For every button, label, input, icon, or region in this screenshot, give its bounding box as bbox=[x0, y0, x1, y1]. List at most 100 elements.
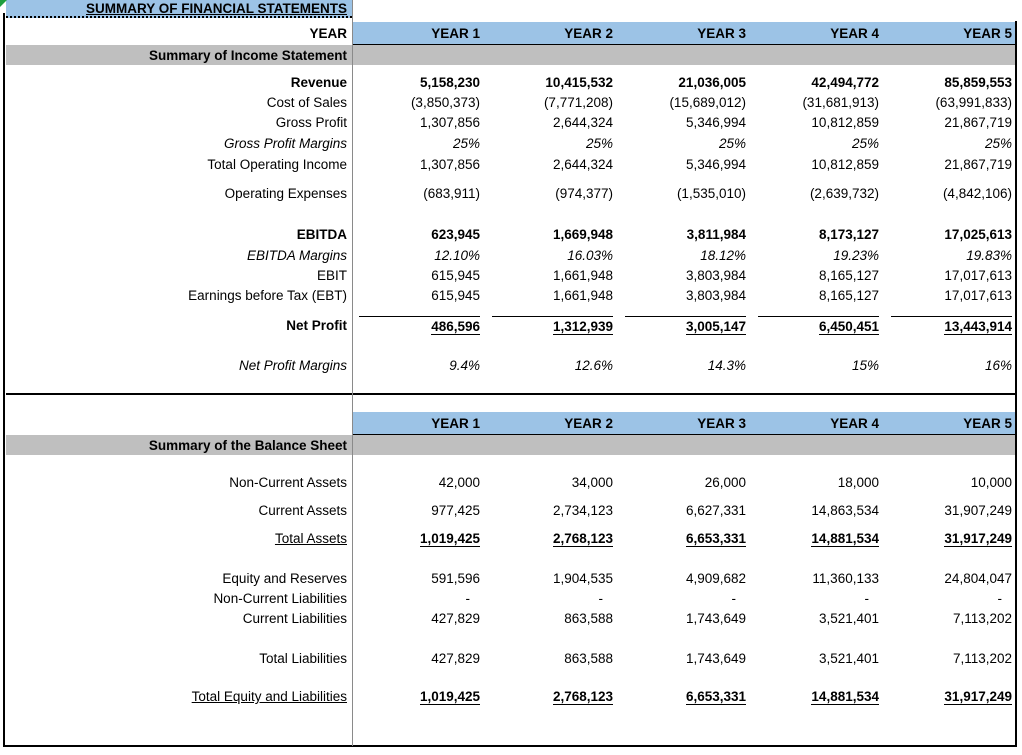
cell-value[interactable]: 31,907,249 bbox=[944, 503, 1012, 518]
row-label[interactable]: Total Operating Income bbox=[207, 157, 347, 172]
year-row-label[interactable]: YEAR bbox=[309, 26, 347, 41]
cell-value[interactable]: 1,019,425 bbox=[419, 530, 480, 547]
cell-value[interactable]: 1,307,856 bbox=[419, 115, 480, 130]
cell-value[interactable]: 427,829 bbox=[431, 650, 480, 666]
year-column-header[interactable]: YEAR 5 bbox=[884, 412, 1017, 435]
cell-value[interactable]: (1,535,010) bbox=[676, 185, 746, 201]
cell-value[interactable]: 12.6% bbox=[574, 357, 613, 373]
row-label[interactable]: Total Liabilities bbox=[259, 650, 347, 666]
cell-value[interactable]: 6,653,331 bbox=[685, 530, 746, 547]
cell-value[interactable]: 427,829 bbox=[431, 610, 480, 626]
cell-value[interactable]: - bbox=[465, 590, 471, 606]
cell-value[interactable]: 25% bbox=[718, 136, 746, 151]
sheet-title-cell[interactable]: SUMMARY OF FINANCIAL STATEMENTS bbox=[6, 0, 352, 18]
cell-value[interactable]: - bbox=[598, 590, 604, 606]
cell-value[interactable]: 7,113,202 bbox=[952, 610, 1012, 626]
year-column-header[interactable]: YEAR 2 bbox=[485, 22, 618, 45]
cell-value[interactable]: 18.12% bbox=[700, 247, 746, 263]
cell-value[interactable]: 615,945 bbox=[431, 287, 480, 303]
row-label[interactable]: Net Profit bbox=[286, 318, 347, 333]
cell-value[interactable]: 9.4% bbox=[449, 357, 480, 373]
cell-value[interactable]: 17,017,613 bbox=[944, 287, 1012, 303]
row-label[interactable]: Total Assets bbox=[274, 531, 347, 546]
cell-value[interactable]: 25% bbox=[851, 136, 879, 151]
cell-value[interactable]: 25% bbox=[585, 136, 613, 151]
cell-value[interactable]: (31,681,913) bbox=[802, 94, 879, 110]
row-label[interactable]: Cost of Sales bbox=[266, 94, 347, 110]
cell-value[interactable]: 623,945 bbox=[431, 227, 480, 242]
row-label[interactable]: Gross Profit Margins bbox=[223, 136, 347, 151]
cell-value[interactable]: 19.83% bbox=[966, 247, 1012, 263]
year-column-header[interactable]: YEAR 3 bbox=[618, 412, 751, 435]
cell-value[interactable]: 486,596 bbox=[352, 315, 485, 336]
cell-value[interactable]: - bbox=[864, 590, 870, 606]
cell-value[interactable]: 14,863,534 bbox=[811, 503, 879, 518]
cell-value[interactable]: 2,644,324 bbox=[552, 157, 613, 172]
cell-value[interactable]: 863,588 bbox=[564, 610, 613, 626]
cell-value[interactable]: (7,771,208) bbox=[543, 94, 613, 110]
row-label[interactable]: Gross Profit bbox=[275, 115, 347, 130]
cell-value[interactable]: (15,689,012) bbox=[669, 94, 746, 110]
cell-value[interactable]: 31,917,249 bbox=[944, 688, 1012, 705]
cell-value[interactable]: 31,917,249 bbox=[944, 530, 1012, 547]
cell-value[interactable]: 1,312,939 bbox=[485, 315, 618, 336]
cell-value[interactable]: 2,734,123 bbox=[552, 503, 613, 518]
cell-value[interactable]: 16.03% bbox=[567, 247, 613, 263]
cell-value[interactable]: 8,165,127 bbox=[818, 267, 879, 283]
cell-value[interactable]: 1,743,649 bbox=[685, 610, 746, 626]
cell-value[interactable]: 1,661,948 bbox=[552, 287, 613, 303]
year-column-header[interactable]: YEAR 5 bbox=[884, 22, 1017, 45]
cell-value[interactable]: 42,494,772 bbox=[811, 74, 879, 90]
row-label[interactable]: Total Equity and Liabilities bbox=[191, 689, 347, 704]
cell-value[interactable]: 21,867,719 bbox=[944, 115, 1012, 130]
cell-value[interactable]: 4,909,682 bbox=[685, 570, 746, 586]
row-label[interactable]: Revenue bbox=[290, 74, 347, 90]
cell-value[interactable]: 16% bbox=[984, 357, 1012, 373]
row-label[interactable]: Earnings before Tax (EBT) bbox=[188, 287, 347, 303]
cell-value[interactable]: 1,019,425 bbox=[419, 688, 480, 705]
section-bar-balance-sheet[interactable]: Summary of the Balance Sheet bbox=[6, 435, 1017, 455]
cell-value[interactable]: 615,945 bbox=[431, 267, 480, 283]
cell-value[interactable]: 6,653,331 bbox=[685, 688, 746, 705]
cell-value[interactable]: 3,811,984 bbox=[686, 227, 746, 242]
cell-value[interactable]: 25% bbox=[984, 136, 1012, 151]
cell-value[interactable]: 1,669,948 bbox=[552, 227, 613, 242]
cell-value[interactable]: 10,000 bbox=[970, 475, 1012, 490]
cell-value[interactable]: 21,867,719 bbox=[944, 157, 1012, 172]
cell-value[interactable]: 85,859,553 bbox=[944, 74, 1012, 90]
cell-value[interactable]: 14.3% bbox=[707, 357, 746, 373]
cell-value[interactable]: (4,842,106) bbox=[942, 185, 1012, 201]
cell-value[interactable]: - bbox=[731, 590, 737, 606]
cell-value[interactable]: 14,881,534 bbox=[811, 688, 879, 705]
cell-value[interactable]: 3,803,984 bbox=[685, 287, 746, 303]
cell-value[interactable]: 1,904,535 bbox=[552, 570, 613, 586]
cell-value[interactable]: 6,627,331 bbox=[685, 503, 746, 518]
cell-value[interactable]: 12.10% bbox=[434, 247, 480, 263]
row-label[interactable]: Current Liabilities bbox=[242, 610, 347, 626]
row-label[interactable]: Non-Current Assets bbox=[229, 475, 347, 490]
year-column-header[interactable]: YEAR 1 bbox=[352, 22, 485, 45]
cell-value[interactable]: (974,377) bbox=[555, 185, 613, 201]
cell-value[interactable]: 863,588 bbox=[564, 650, 613, 666]
cell-value[interactable]: 6,450,451 bbox=[751, 315, 884, 336]
cell-value[interactable]: 15% bbox=[851, 357, 879, 373]
cell-value[interactable]: 17,017,613 bbox=[944, 267, 1012, 283]
cell-value[interactable]: 11,360,133 bbox=[812, 570, 879, 586]
cell-value[interactable]: 10,415,532 bbox=[545, 74, 613, 90]
cell-value[interactable]: 34,000 bbox=[571, 475, 613, 490]
cell-value[interactable]: 3,803,984 bbox=[685, 267, 746, 283]
cell-value[interactable]: 24,804,047 bbox=[944, 570, 1012, 586]
cell-value[interactable]: 18,000 bbox=[837, 475, 879, 490]
cell-value[interactable]: 25% bbox=[452, 136, 480, 151]
cell-value[interactable]: (2,639,732) bbox=[809, 185, 879, 201]
row-label[interactable]: Operating Expenses bbox=[224, 185, 347, 201]
year-column-header[interactable]: YEAR 2 bbox=[485, 412, 618, 435]
cell-value[interactable]: 21,036,005 bbox=[678, 74, 746, 90]
year-column-header[interactable]: YEAR 4 bbox=[751, 412, 884, 435]
cell-value[interactable]: 5,346,994 bbox=[685, 115, 746, 130]
cell-value[interactable]: 10,812,859 bbox=[811, 115, 879, 130]
cell-value[interactable]: 7,113,202 bbox=[952, 650, 1012, 666]
cell-value[interactable]: 1,661,948 bbox=[552, 267, 613, 283]
section-bar-income-statement[interactable]: Summary of Income Statement bbox=[6, 45, 1017, 65]
cell-value[interactable]: 2,768,123 bbox=[552, 530, 613, 547]
